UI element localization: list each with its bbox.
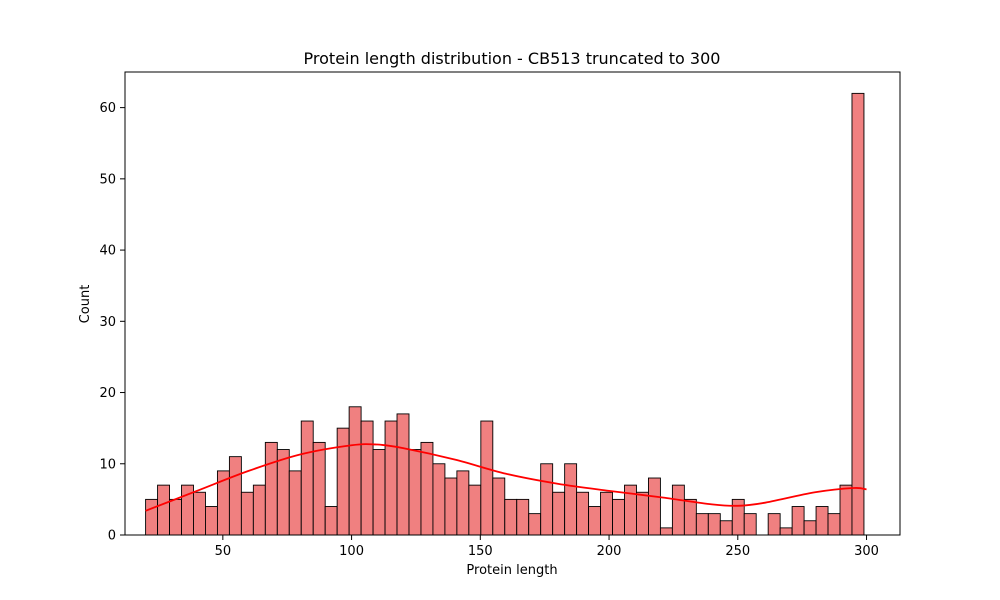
x-tick-label: 300 (854, 544, 879, 559)
histogram-bar (300, 420, 314, 536)
y-tick-label: 40 (99, 244, 116, 259)
x-tick-label: 100 (339, 544, 364, 559)
histogram-bar (396, 413, 410, 536)
histogram-bar (791, 506, 805, 536)
histogram-bar (516, 498, 530, 536)
y-axis-ticks: 0 10 20 30 40 50 60 (99, 101, 125, 544)
histogram-bar (372, 449, 386, 536)
histogram-bar (528, 513, 542, 536)
histogram-bar (276, 449, 290, 536)
histogram-bar (420, 441, 434, 536)
plot-frame (124, 71, 901, 536)
y-axis-label: Count (78, 285, 93, 324)
histogram-bar (671, 484, 685, 536)
histogram-bar (600, 491, 613, 536)
histogram-bar (336, 427, 350, 536)
histogram-bar (851, 92, 865, 536)
histogram-bar (456, 470, 470, 536)
x-axis-label: Protein length (466, 563, 557, 578)
histogram-bar (647, 477, 661, 536)
histogram-bar (480, 420, 494, 536)
histogram-bar (360, 420, 374, 536)
histogram-bars (145, 92, 865, 536)
chart-title: Protein length distribution - CB513 trun… (304, 49, 721, 68)
histogram-bar (264, 441, 278, 536)
histogram-bar (408, 449, 422, 536)
y-tick-label: 60 (99, 101, 116, 116)
histogram-bar (719, 520, 733, 536)
histogram-bar (432, 463, 446, 536)
histogram-bar (169, 498, 182, 536)
x-tick-label: 250 (725, 544, 750, 559)
kde-curve (145, 443, 867, 512)
histogram-bar (695, 513, 709, 536)
histogram-bar (252, 484, 266, 536)
histogram-bar (659, 527, 673, 536)
histogram-bar (588, 506, 602, 536)
histogram-bar (683, 498, 697, 536)
x-tick-label: 150 (468, 544, 493, 559)
histogram-bar (564, 463, 578, 536)
histogram-bar (839, 484, 853, 536)
y-tick-label: 0 (108, 529, 116, 544)
histogram-bar (636, 491, 649, 536)
y-tick-label: 30 (99, 315, 116, 330)
histogram-bar (468, 484, 482, 536)
histogram-bar (492, 477, 506, 536)
x-tick-label: 200 (597, 544, 622, 559)
histogram-bar (324, 506, 338, 536)
histogram-bar (743, 513, 757, 536)
histogram-bar (540, 463, 554, 536)
histogram-bar (348, 406, 362, 536)
histogram-bar (815, 506, 829, 536)
histogram-bar (779, 527, 793, 536)
histogram-bar (145, 498, 159, 536)
histogram-bar (504, 498, 518, 536)
y-tick-label: 10 (99, 457, 116, 472)
histogram-bar (612, 498, 625, 536)
x-tick-label: 50 (215, 544, 232, 559)
histogram-bar (552, 491, 566, 536)
histogram-bar (193, 491, 206, 536)
histogram-bar (444, 477, 458, 536)
histogram-bar (576, 491, 590, 536)
histogram-bar (312, 441, 326, 536)
histogram-bar (707, 513, 721, 536)
x-axis-ticks: 50 100 150 200 250 300 (215, 535, 879, 559)
histogram-bar (767, 513, 781, 536)
histogram-bar (157, 484, 170, 536)
histogram-bar (288, 470, 302, 536)
histogram-bar (240, 491, 254, 536)
histogram-bar (384, 420, 398, 536)
histogram-bar (228, 456, 242, 536)
histogram-bar (827, 513, 841, 536)
histogram-bar (803, 520, 817, 536)
y-tick-label: 50 (99, 172, 116, 187)
histogram-bar (205, 506, 218, 536)
y-tick-label: 20 (99, 386, 116, 401)
